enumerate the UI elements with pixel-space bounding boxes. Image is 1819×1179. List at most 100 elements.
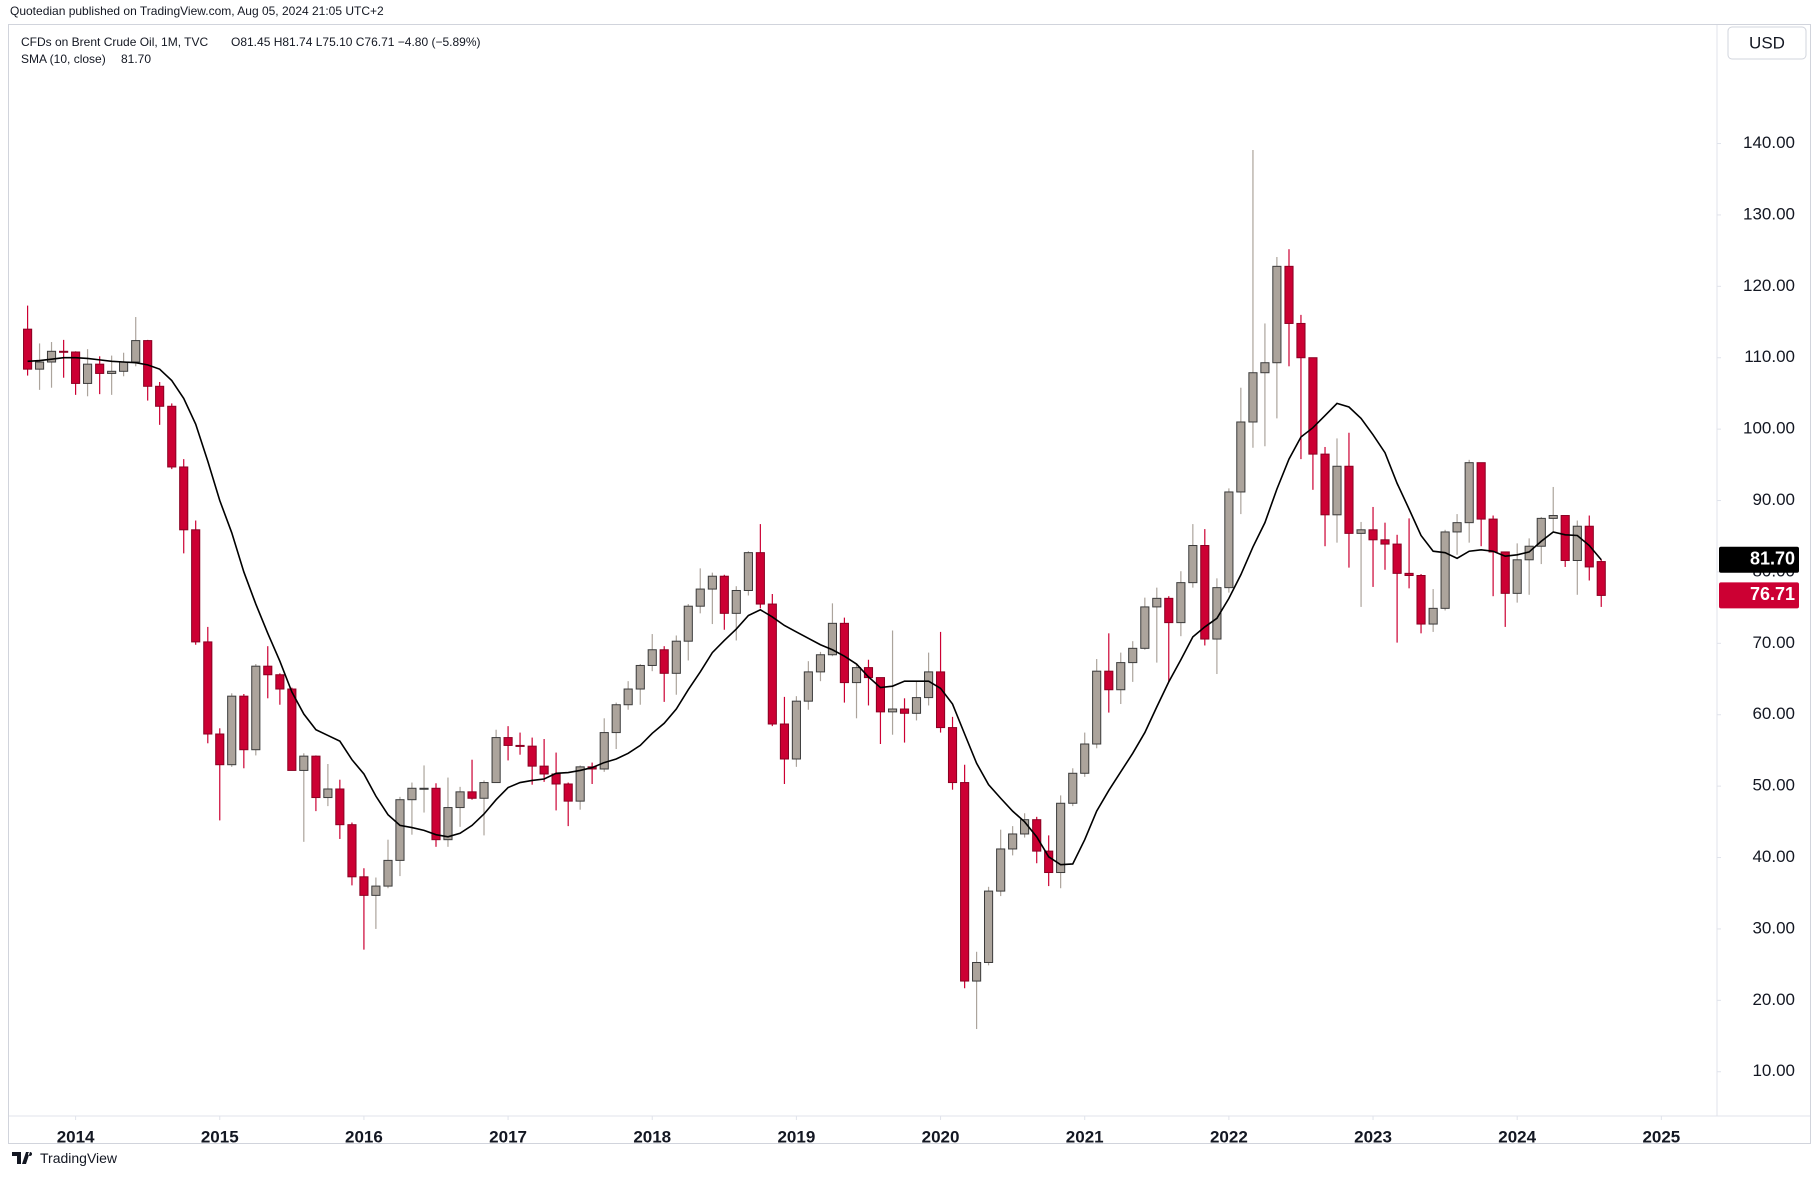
candle-body <box>1404 572 1414 576</box>
candle-body <box>851 667 862 684</box>
y-tick-label: 120.00 <box>1743 276 1795 295</box>
candle-body <box>1500 551 1510 594</box>
candle-body <box>1296 322 1306 359</box>
candle-body <box>707 575 717 590</box>
y-tick-label: 70.00 <box>1752 633 1795 652</box>
candle-body <box>875 677 886 713</box>
candle-body <box>311 755 321 799</box>
candle-body <box>527 745 537 767</box>
x-tick-label: 2024 <box>1498 1127 1536 1143</box>
candle-body <box>791 700 801 760</box>
candle-body <box>623 688 633 706</box>
candle-body <box>347 824 357 878</box>
candle-body <box>443 807 453 841</box>
candle-body <box>167 405 177 468</box>
candle-body <box>227 695 237 766</box>
chart: CFDs on Brent Crude Oil, 1M, TVC O81.45 … <box>9 25 1810 1146</box>
candle-body <box>1548 515 1558 519</box>
candle-body <box>827 622 838 656</box>
candle-body <box>924 671 934 699</box>
candle-body <box>59 350 69 353</box>
candle-body <box>1596 561 1606 596</box>
candle-body <box>1176 582 1186 624</box>
candle-body <box>1572 525 1582 562</box>
candle-body <box>960 782 970 982</box>
close-price-label: 76.71 <box>1750 584 1795 604</box>
candle-body <box>635 664 645 690</box>
candle-body <box>803 671 813 702</box>
y-tick-label: 40.00 <box>1752 847 1795 866</box>
candle-body <box>1332 465 1342 516</box>
sma-price-label: 81.70 <box>1750 549 1795 569</box>
x-tick-label: 2016 <box>345 1127 383 1143</box>
y-tick-label: 60.00 <box>1752 704 1795 723</box>
candle-body <box>1044 850 1054 874</box>
candle-body <box>1212 587 1222 640</box>
candle-body <box>455 791 465 809</box>
footer-brand: TradingView <box>40 1150 118 1166</box>
candle-body <box>71 351 81 384</box>
currency-label[interactable]: USD <box>1749 33 1785 52</box>
candle-body <box>1512 559 1522 594</box>
candle-body <box>1272 265 1282 364</box>
candle-body <box>46 350 57 363</box>
candle-body <box>287 688 297 771</box>
candle-body <box>239 695 249 751</box>
candle-body <box>383 859 393 887</box>
candle-body <box>1008 833 1018 850</box>
candle-body <box>647 649 657 666</box>
candle-body <box>1380 539 1390 545</box>
candle-body <box>1344 465 1354 534</box>
x-tick-label: 2025 <box>1642 1127 1680 1143</box>
candle-body <box>131 340 141 363</box>
candle-body <box>1080 743 1090 774</box>
candle-body <box>107 370 117 374</box>
candle-body <box>155 385 165 407</box>
candle-body <box>1104 670 1114 691</box>
candle-body <box>1368 529 1378 541</box>
candle-body <box>275 674 285 690</box>
candle-body <box>719 575 729 614</box>
x-tick-label: 2022 <box>1210 1127 1248 1143</box>
x-tick-label: 2019 <box>777 1127 815 1143</box>
x-tick-label: 2020 <box>922 1127 960 1143</box>
candle-body <box>1428 607 1438 625</box>
candle-body <box>1236 421 1246 493</box>
candle-body <box>1536 517 1546 547</box>
candle-body <box>1488 518 1498 553</box>
chart-frame: CFDs on Brent Crude Oil, 1M, TVC O81.45 … <box>8 24 1811 1146</box>
candle-body <box>1260 362 1270 374</box>
candle-body <box>1248 372 1258 423</box>
candle-body <box>215 733 225 766</box>
candle-body <box>407 787 417 801</box>
candle-body <box>599 732 609 770</box>
candle-body <box>695 588 705 607</box>
candle-body <box>299 755 309 771</box>
candle-body <box>659 649 669 674</box>
candle-body <box>1056 802 1066 874</box>
candle-body <box>1032 819 1042 852</box>
x-tick-label: 2023 <box>1354 1127 1392 1143</box>
candle-body <box>539 765 549 775</box>
x-tick-label: 2017 <box>489 1127 527 1143</box>
candle-body <box>1068 772 1078 804</box>
candle-body <box>947 727 958 784</box>
candle-body <box>119 361 129 372</box>
candle-body <box>743 552 753 591</box>
candle-body <box>263 665 273 676</box>
candle-body <box>479 782 489 799</box>
candle-body <box>839 622 849 684</box>
candle-body <box>251 665 261 751</box>
candle-body <box>1464 462 1474 524</box>
candle-body <box>1308 357 1318 455</box>
candle-body <box>671 640 681 674</box>
candle-body <box>34 361 45 370</box>
candle-body <box>1320 453 1330 516</box>
y-tick-label: 130.00 <box>1743 204 1795 223</box>
candle-body <box>996 848 1006 892</box>
candle-body <box>575 766 585 802</box>
candle-body <box>179 466 189 531</box>
candle-body <box>911 697 922 714</box>
candle-body <box>323 788 333 799</box>
currency-button[interactable] <box>1727 26 1807 60</box>
